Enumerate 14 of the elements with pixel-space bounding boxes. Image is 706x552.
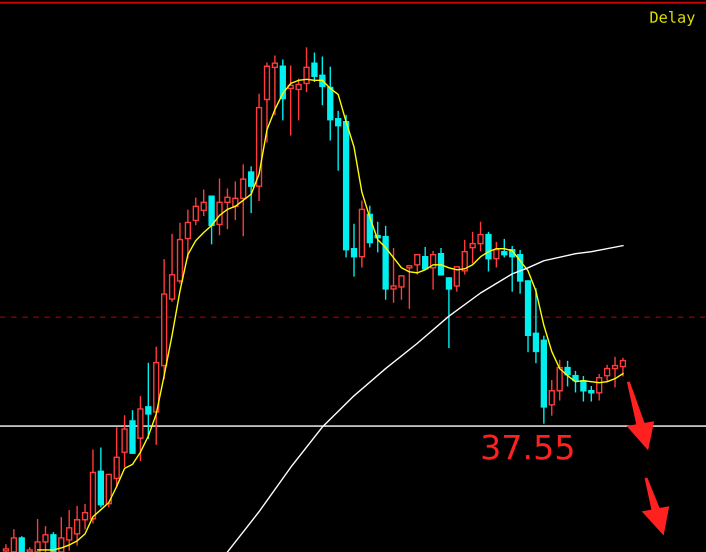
candlestick: [248, 166, 254, 214]
candlestick: [98, 448, 104, 508]
candlestick: [121, 415, 128, 468]
candlestick: [620, 358, 626, 376]
candlestick: [390, 248, 397, 303]
candlestick: [145, 362, 152, 439]
candlestick: [596, 374, 602, 401]
candlestick: [350, 224, 358, 277]
candlestick: [493, 242, 500, 268]
candlestick: [358, 200, 366, 268]
annotation: 37.55: [482, 434, 573, 460]
text: Delay: [650, 11, 695, 26]
candlestick: [137, 396, 144, 461]
candlestick: [280, 60, 286, 120]
